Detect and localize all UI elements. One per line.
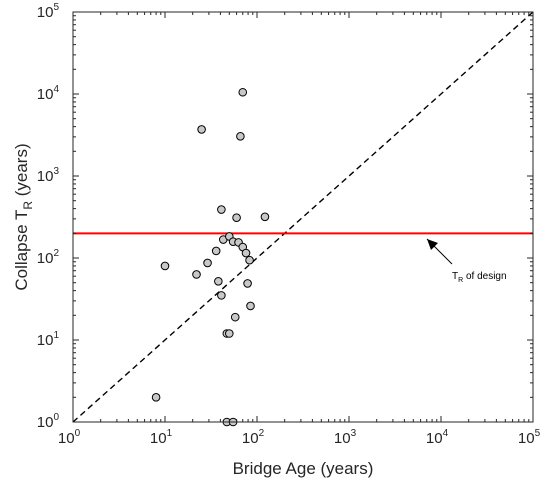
data-point xyxy=(217,291,226,300)
data-point xyxy=(246,301,255,311)
y-tick-label: 103 xyxy=(37,166,60,185)
y-tick-label: 104 xyxy=(37,84,60,103)
data-point xyxy=(245,255,254,265)
data-point xyxy=(192,270,201,279)
x-tick-label: 101 xyxy=(150,428,173,447)
x-tick-label: 105 xyxy=(518,428,541,447)
y-axis-label: Collapse TR (years) xyxy=(12,143,35,290)
x-tick-label: 104 xyxy=(426,428,449,447)
annotation-label: TR of design xyxy=(452,271,507,284)
data-point xyxy=(217,205,226,214)
data-point xyxy=(260,212,270,222)
data-point xyxy=(197,125,206,134)
data-point xyxy=(230,312,240,322)
data-point xyxy=(203,258,212,268)
data-point xyxy=(232,213,241,223)
y-tick-label: 105 xyxy=(37,2,60,21)
data-point xyxy=(151,393,161,402)
data-point xyxy=(243,279,252,288)
y-tick-label: 101 xyxy=(37,330,60,349)
data-point xyxy=(241,248,251,258)
data-point xyxy=(160,261,170,271)
annotation-arrow-head xyxy=(427,239,438,250)
reference-line-layer xyxy=(72,11,534,423)
data-point xyxy=(211,246,221,256)
x-axis-title: Bridge Age (years) xyxy=(233,459,374,478)
one-to-one-line xyxy=(72,11,534,423)
x-tick-label: 102 xyxy=(242,428,265,447)
x-tick-label: 100 xyxy=(58,428,81,447)
x-tick-label: 103 xyxy=(334,428,357,447)
data-point xyxy=(238,87,248,97)
x-axis-label: Bridge Age (years) xyxy=(233,459,374,478)
data-point xyxy=(214,276,223,286)
data-point xyxy=(236,131,245,141)
y-tick-label: 100 xyxy=(37,412,60,431)
plot-frame xyxy=(72,11,534,423)
y-tick-label: 102 xyxy=(37,248,60,267)
design-annotation: TR of design xyxy=(426,238,507,284)
data-point xyxy=(225,329,234,338)
y-axis-title: Collapse TR (years) xyxy=(12,143,35,290)
